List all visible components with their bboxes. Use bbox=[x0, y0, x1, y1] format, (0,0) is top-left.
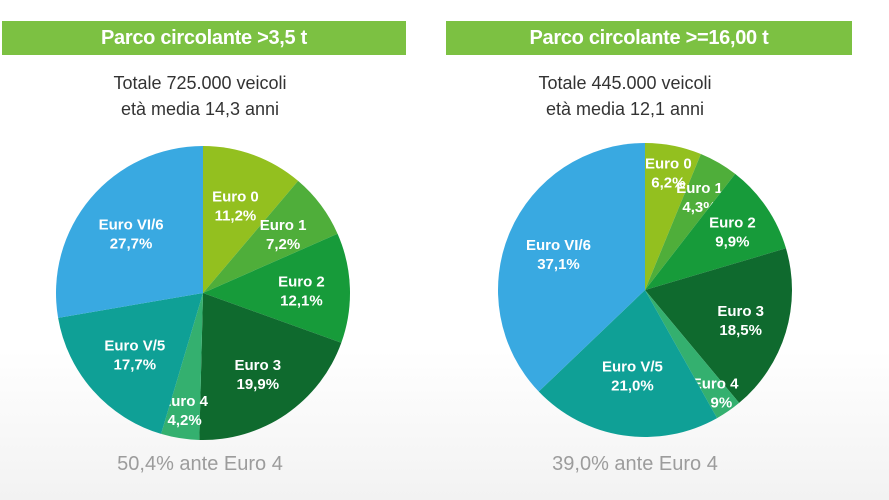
slice-value-label: 18,5% bbox=[719, 322, 762, 339]
slice-value-label: 19,9% bbox=[237, 376, 280, 393]
slice-name-label: Euro V/5 bbox=[602, 358, 663, 375]
pie-slice bbox=[645, 290, 740, 419]
chart-footer-note: 39,0% ante Euro 4 bbox=[552, 453, 718, 475]
slice-name-label: Euro 2 bbox=[278, 274, 325, 291]
pie-slice bbox=[203, 233, 350, 343]
slice-name-label: Euro VI/6 bbox=[99, 216, 164, 233]
slice-value-label: 37,1% bbox=[537, 256, 580, 273]
chart-panel-left: Parco circolante >3,5 t Totale 725.000 v… bbox=[0, 0, 440, 500]
summary-total: Totale 445.000 veicoli bbox=[538, 73, 712, 93]
slice-value-label: 4,2% bbox=[168, 412, 202, 429]
pie-slice bbox=[56, 146, 204, 318]
slice-name-label: Euro 3 bbox=[234, 357, 281, 374]
slice-value-label: 17,7% bbox=[114, 356, 157, 373]
slice-name-label: Euro V/5 bbox=[104, 337, 165, 354]
chart-summary: Totale 725.000 veicoli età media 14,3 an… bbox=[0, 70, 420, 122]
chart-title: Parco circolante >3,5 t bbox=[2, 21, 406, 55]
chart-summary: Totale 445.000 veicoli età media 12,1 an… bbox=[405, 70, 845, 122]
pie-chart: Euro 0 11,2%Euro 1 7,2% Euro 2 12,1% Euro 3 19… bbox=[56, 146, 350, 440]
slice-value-label: 27,7% bbox=[110, 235, 153, 252]
slice-value-label: 11,2% bbox=[215, 208, 257, 225]
pie-slice bbox=[645, 173, 786, 290]
slice-value-label: 7,2% bbox=[266, 236, 300, 253]
slice-name-label: Euro 1 bbox=[260, 217, 307, 234]
pie-slice bbox=[645, 154, 736, 290]
slice-name-label: Euro 2 bbox=[709, 214, 756, 231]
slice-name-label: Euro VI/6 bbox=[526, 237, 591, 254]
slice-name-label: Euro 1 bbox=[676, 180, 723, 197]
slice-name-label: Euro 3 bbox=[717, 303, 764, 320]
chart-footer-note: 50,4% ante Euro 4 bbox=[117, 453, 283, 475]
slice-value-label: 12,1% bbox=[280, 293, 323, 310]
pie-slice bbox=[645, 143, 701, 290]
chart-panel-right: Parco circolante >=16,00 t Totale 445.00… bbox=[445, 0, 885, 500]
pie-slice bbox=[58, 293, 203, 434]
slice-value-label: 9,9% bbox=[715, 233, 749, 250]
pie-slice bbox=[645, 248, 792, 403]
slice-value-label: 21,0% bbox=[611, 377, 654, 394]
slice-name-label: Euro 0 bbox=[212, 189, 259, 206]
pie-slice bbox=[203, 146, 299, 293]
slice-value-label: 6,2% bbox=[651, 175, 685, 192]
slice-name-label: Euro 4 bbox=[692, 376, 739, 393]
pie-slice bbox=[203, 180, 338, 293]
pie-slice bbox=[498, 143, 645, 392]
chart-title: Parco circolante >=16,00 t bbox=[446, 21, 852, 55]
pie-slice bbox=[199, 293, 342, 440]
summary-age: età media 14,3 anni bbox=[120, 99, 280, 119]
pie-chart: Euro 06,2%Euro 14,3%Euro 29,9%Euro 318,5… bbox=[498, 143, 792, 438]
slice-name-label: Euro 4 bbox=[161, 393, 208, 410]
summary-total: Totale 725.000 veicoli bbox=[113, 73, 287, 93]
pie-slice bbox=[161, 293, 203, 440]
pie-slice bbox=[538, 290, 718, 438]
slice-name-label: Euro 0 bbox=[645, 156, 692, 173]
summary-age: età media 12,1 anni bbox=[545, 99, 705, 119]
